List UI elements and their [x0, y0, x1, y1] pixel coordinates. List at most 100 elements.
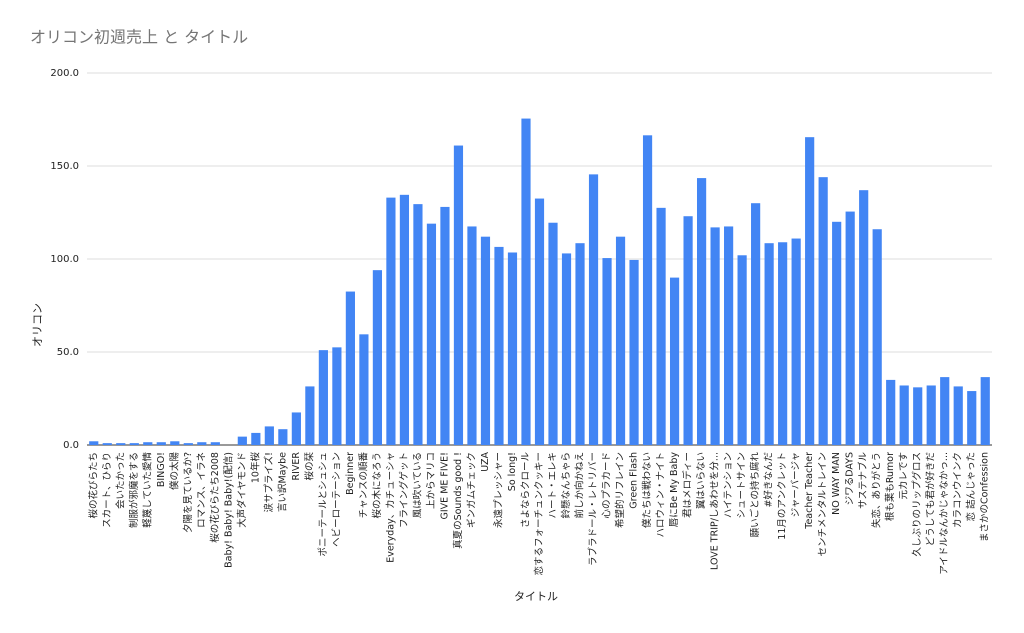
x-tick-label: ロマンス、イラネ	[196, 452, 207, 528]
x-tick-label: 僕の太陽	[168, 452, 180, 491]
bar	[143, 442, 153, 445]
x-tick-label: アイドルなんかじゃなかっ...	[939, 452, 950, 575]
bar	[764, 243, 774, 445]
bar	[778, 242, 788, 445]
x-tick-label: センチメンタルトレイン	[818, 452, 829, 557]
bar	[494, 246, 504, 445]
x-tick-label: ラブラドール・レトリバー	[587, 452, 599, 566]
bar	[710, 227, 720, 445]
bar	[197, 442, 207, 445]
bar	[791, 238, 801, 445]
x-tick-label: カラコンウインク	[953, 452, 964, 528]
x-tick-label: 僕たちは戦わない	[641, 452, 653, 528]
bar	[426, 223, 437, 445]
bar	[926, 385, 936, 445]
bar	[278, 429, 288, 445]
bar	[683, 216, 693, 445]
x-tick-label: RIVER	[291, 452, 302, 481]
x-tick-label: LOVE TRIP/しあわせを分...	[710, 452, 721, 570]
bar	[832, 221, 842, 445]
bar	[629, 259, 639, 445]
x-tick-label: 恋するフォーチュンクッキー	[533, 452, 545, 576]
bar	[724, 226, 734, 445]
x-tick-label: 言い訳Maybe	[276, 452, 288, 512]
x-tick-label: スカート、ひらり	[102, 452, 113, 528]
bar	[859, 190, 869, 445]
x-tick-label: 元カレです	[899, 452, 910, 500]
bar	[116, 443, 126, 445]
x-tick-label: Beginner	[345, 452, 356, 495]
bar	[656, 207, 666, 445]
x-tick-label: ハート・エレキ	[548, 452, 559, 519]
x-tick-label: さよならクロール	[520, 452, 531, 529]
bar	[413, 204, 423, 445]
x-tick-label: 前しか向かねえ	[574, 452, 586, 519]
bar	[89, 441, 99, 445]
y-tick-label: 50.0	[57, 347, 79, 358]
x-tick-label: どうしても君が好きだ	[925, 452, 937, 547]
x-tick-label: #好きなんだ	[763, 452, 775, 508]
bar	[305, 386, 315, 445]
bar	[615, 236, 626, 445]
x-tick-label: 桜の花びらたち	[87, 452, 99, 519]
bar	[967, 391, 977, 445]
bar	[345, 291, 355, 445]
bar	[291, 412, 301, 445]
x-tick-label: 11月のアンクレット	[777, 452, 788, 540]
x-tick-label: ポニーテールとシュシュ	[318, 452, 329, 557]
bar	[886, 379, 896, 445]
bar	[805, 137, 815, 446]
bar	[642, 135, 653, 445]
x-tick-label: ヘビーローテーション	[331, 452, 342, 547]
bar	[534, 198, 545, 445]
bar	[251, 432, 261, 445]
bar	[318, 350, 328, 445]
bar	[953, 386, 963, 445]
bar	[561, 253, 572, 445]
bar	[913, 387, 923, 445]
bar	[737, 255, 747, 445]
x-tick-label: Green Flash	[629, 452, 640, 509]
x-tick-label: 桜の花びらたち2008	[209, 452, 221, 543]
bar	[751, 203, 761, 445]
x-tick-label: 桜の栞	[303, 452, 315, 481]
y-tick-label: 200.0	[50, 68, 79, 79]
x-tick-label: 真夏のSounds good !	[452, 452, 464, 549]
y-tick-label: 0.0	[63, 440, 79, 451]
x-tick-label: ジワるDAYS	[845, 452, 856, 505]
x-tick-label: Baby! Baby! Baby!(配信)	[222, 452, 234, 568]
bar	[980, 377, 990, 445]
bar	[453, 145, 464, 446]
bar	[507, 252, 518, 445]
chart-title: オリコン初週売上 と タイトル	[30, 28, 248, 47]
x-tick-label: GIVE ME FIVE!	[439, 452, 450, 519]
x-tick-label: 夕陽を見ているか?	[182, 452, 194, 533]
y-tick-label: 150.0	[50, 161, 79, 172]
bar	[102, 443, 112, 445]
x-tick-label: サステナブル	[857, 452, 869, 509]
bar	[588, 174, 599, 445]
x-tick-label: ギンガムチェック	[466, 452, 477, 528]
x-tick-label: Teacher Teacher	[804, 452, 815, 530]
x-tick-label: 会いたかった	[114, 452, 126, 509]
y-axis-title: オリコン	[31, 303, 44, 347]
x-tick-label: 鈴懸なんちゃら	[560, 452, 572, 519]
bar	[467, 226, 477, 445]
x-tick-label: 恋 詰んじゃった	[965, 452, 977, 522]
x-tick-label: 唇にBe My Baby	[669, 452, 680, 528]
bar	[372, 270, 383, 445]
bar	[399, 194, 410, 445]
x-tick-label: 失恋、ありがとう	[871, 452, 883, 528]
x-tick-label: ハロウィン・ナイト	[656, 452, 667, 538]
x-tick-label: 軽蔑していた愛情	[141, 452, 153, 528]
bar	[818, 177, 828, 445]
bar	[170, 441, 180, 445]
x-tick-label: BINGO!	[156, 452, 167, 487]
x-tick-label: Everyday、カチューシャ	[385, 452, 396, 563]
bar	[129, 443, 139, 445]
x-tick-label: チャンスの順番	[357, 452, 369, 519]
bar	[548, 222, 558, 445]
x-tick-label: 久しぶりのリップグロス	[911, 452, 923, 557]
x-tick-label: ハイテンション	[723, 452, 734, 518]
x-tick-label: 桜の木になろう	[371, 452, 383, 519]
